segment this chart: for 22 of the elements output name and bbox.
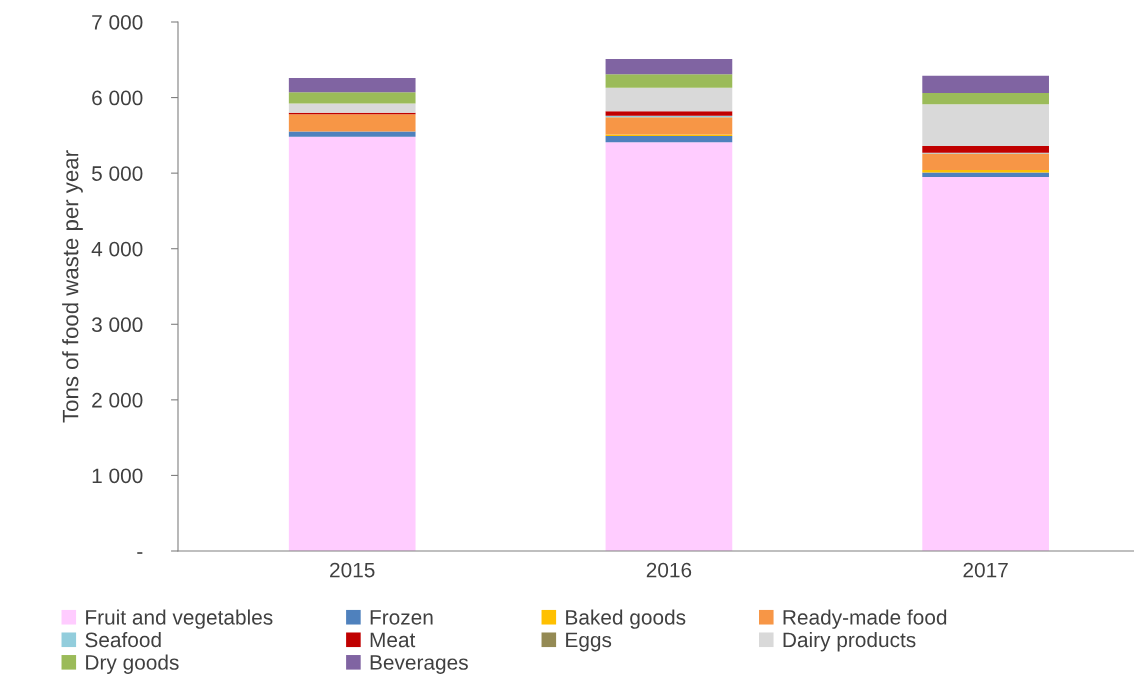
legend-label: Baked goods: [566, 609, 686, 629]
y-tick-label: 3 000: [91, 317, 143, 333]
legend-label: Beverages: [370, 655, 468, 674]
x-tick-label: 2017: [963, 562, 1008, 578]
y-tick-label: 1 000: [92, 468, 143, 484]
legend-label: Eggs: [566, 632, 612, 652]
legend-label: Dairy products: [783, 631, 916, 652]
x-tick-label: 2015: [330, 562, 375, 578]
legend-label: Dry goods: [86, 654, 179, 674]
y-tick-label: 4 000: [91, 241, 143, 257]
y-tick-label: 7 000: [92, 15, 143, 30]
y-tick-label: 5 000: [91, 166, 143, 181]
y-tick-label: -: [137, 552, 143, 554]
y-tick-label: 6 000: [92, 90, 143, 106]
legend-label: Seafood: [85, 631, 161, 648]
legend-label: Meat: [370, 632, 416, 648]
legend-label: Ready-made food: [783, 609, 947, 629]
x-tick-label: 2016: [646, 562, 692, 578]
legend-label: Fruit and vegetables: [86, 609, 273, 629]
legend-label: Frozen: [370, 610, 433, 625]
y-axis-title: Tons of food waste per year: [62, 150, 83, 423]
y-tick-label: 2 000: [92, 392, 143, 408]
